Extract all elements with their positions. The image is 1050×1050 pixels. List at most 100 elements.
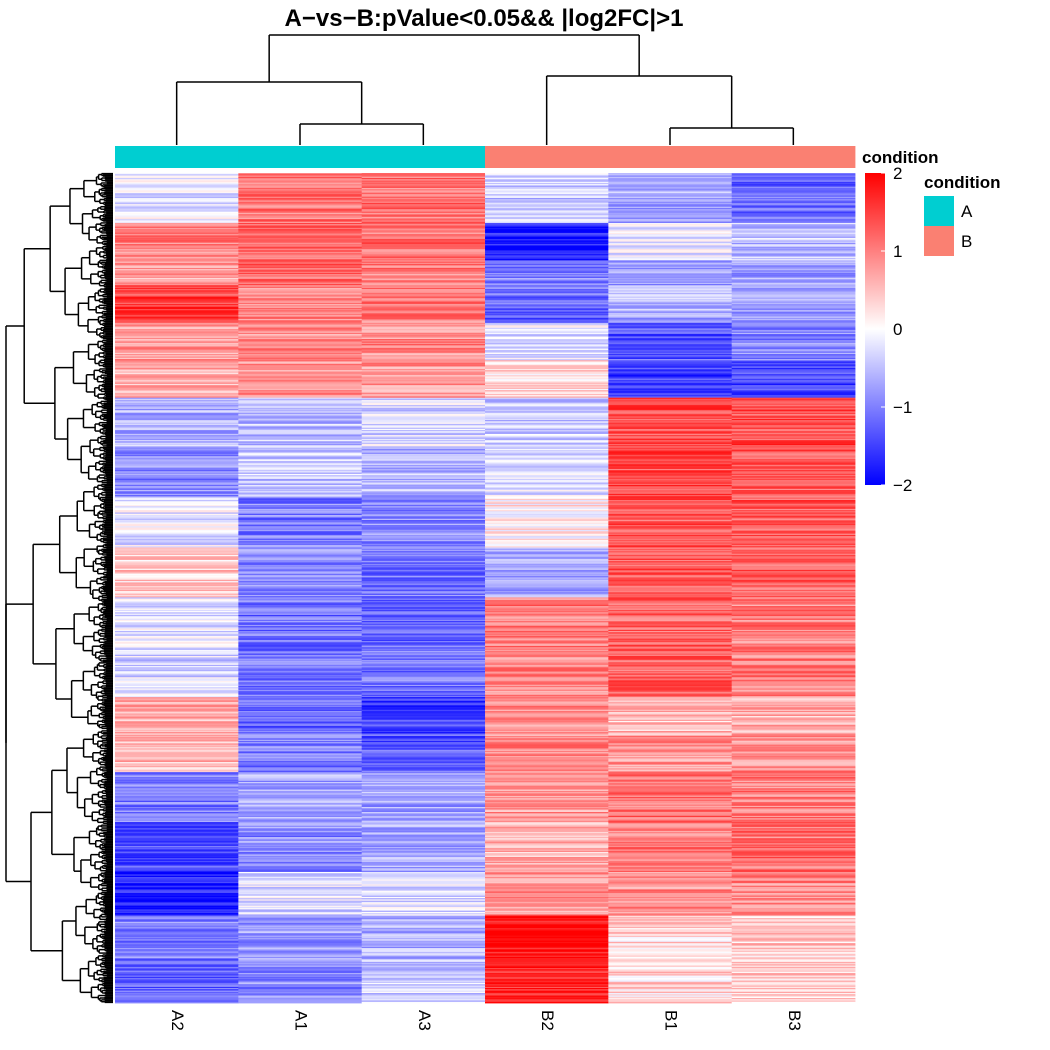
heatmap-cell: [608, 412, 733, 415]
heatmap-cell: [115, 180, 239, 183]
heatmap-cell: [485, 597, 609, 600]
heatmap-cell: [608, 205, 733, 208]
heatmap-cell: [238, 778, 363, 780]
heatmap-cell: [115, 773, 239, 775]
heatmap-cell: [115, 690, 239, 693]
heatmap-cell: [238, 335, 363, 337]
heatmap-cell: [731, 431, 856, 434]
heatmap-cell: [731, 621, 856, 623]
heatmap-cell: [238, 246, 363, 249]
heatmap-cell: [608, 572, 733, 575]
heatmap-cell: [608, 663, 733, 666]
heatmap-cell: [485, 239, 609, 241]
heatmap-cell: [238, 648, 363, 651]
heatmap-cell: [238, 524, 363, 527]
heatmap-cell: [608, 362, 733, 365]
heatmap-cell: [238, 638, 363, 641]
heatmap-cell: [361, 779, 486, 782]
heatmap-cell: [361, 242, 486, 245]
heatmap-cell: [485, 532, 609, 535]
heatmap-cell: [115, 717, 239, 719]
heatmap-cell: [731, 508, 856, 511]
heatmap-cell: [731, 473, 856, 476]
heatmap-cell: [731, 685, 856, 688]
heatmap-cell: [485, 544, 609, 547]
heatmap-cell: [361, 497, 486, 500]
heatmap-cell: [485, 375, 609, 377]
heatmap-cell: [361, 780, 486, 783]
heatmap-cell: [238, 432, 363, 435]
heatmap-cell: [731, 232, 856, 235]
heatmap-cell: [115, 281, 239, 284]
heatmap-cell: [608, 387, 733, 390]
heatmap-cell: [361, 261, 486, 264]
heatmap-cell: [238, 398, 363, 401]
heatmap-cell: [238, 508, 363, 511]
heatmap-cell: [485, 543, 609, 546]
heatmap-cell: [115, 438, 239, 441]
heatmap-cell: [361, 623, 486, 626]
heatmap-cell: [115, 747, 239, 749]
heatmap-cell: [361, 667, 486, 669]
heatmap-cell: [485, 176, 609, 179]
heatmap-cell: [361, 430, 486, 432]
heatmap-cell: [115, 187, 239, 190]
heatmap-cell: [238, 631, 363, 633]
heatmap-cell: [238, 473, 363, 476]
heatmap-cell: [731, 311, 856, 314]
heatmap-cell: [731, 556, 856, 558]
heatmap-cell: [608, 715, 733, 718]
heatmap-cell: [115, 744, 239, 747]
heatmap-cell: [731, 270, 856, 272]
heatmap-cell: [361, 252, 486, 255]
heatmap-cell: [608, 772, 733, 774]
heatmap-cell: [115, 628, 239, 631]
heatmap-cell: [608, 266, 733, 269]
heatmap-cell: [361, 687, 486, 689]
heatmap-cell: [731, 553, 856, 556]
heatmap-cell: [115, 240, 239, 243]
heatmap-cell: [238, 574, 363, 577]
heatmap-cell: [361, 331, 486, 334]
heatmap-cell: [485, 353, 609, 356]
heatmap-cell: [361, 421, 486, 424]
heatmap-cell: [731, 422, 856, 425]
heatmap-cell: [608, 236, 733, 239]
heatmap-cell: [361, 594, 486, 597]
heatmap-cell: [731, 451, 856, 453]
heatmap-cell: [238, 347, 363, 350]
heatmap-cell: [238, 566, 363, 568]
heatmap-cell: [731, 747, 856, 749]
heatmap-cell: [238, 343, 363, 346]
heatmap-cell: [361, 651, 486, 653]
heatmap-cell: [361, 789, 486, 792]
heatmap-cell: [608, 230, 733, 233]
heatmap-cell: [238, 381, 363, 384]
heatmap-cell: [238, 588, 363, 591]
heatmap-cell: [238, 767, 363, 769]
heatmap-cell: [731, 787, 856, 789]
heatmap-cell: [361, 286, 486, 289]
heatmap-cell: [361, 422, 486, 425]
heatmap-cell: [361, 762, 486, 764]
heatmap-cell: [608, 758, 733, 761]
heatmap-cell: [608, 699, 733, 702]
heatmap-cell: [731, 360, 856, 362]
heatmap-cell: [608, 187, 733, 190]
heatmap-cell: [115, 682, 239, 684]
heatmap-cell: [485, 720, 609, 723]
heatmap-cell: [608, 496, 733, 498]
heatmap-cell: [731, 259, 856, 261]
heatmap-cell: [608, 790, 733, 793]
heatmap-cell: [115, 431, 239, 434]
heatmap-cell: [115, 269, 239, 271]
heatmap-cell: [731, 174, 856, 176]
heatmap-cell: [238, 372, 363, 375]
heatmap-cell: [608, 422, 733, 425]
heatmap-cell: [608, 456, 733, 458]
heatmap-cell: [731, 382, 856, 385]
heatmap-cell: [608, 554, 733, 557]
heatmap-cell: [115, 758, 239, 761]
heatmap-cell: [361, 675, 486, 678]
heatmap-cell: [485, 614, 609, 617]
